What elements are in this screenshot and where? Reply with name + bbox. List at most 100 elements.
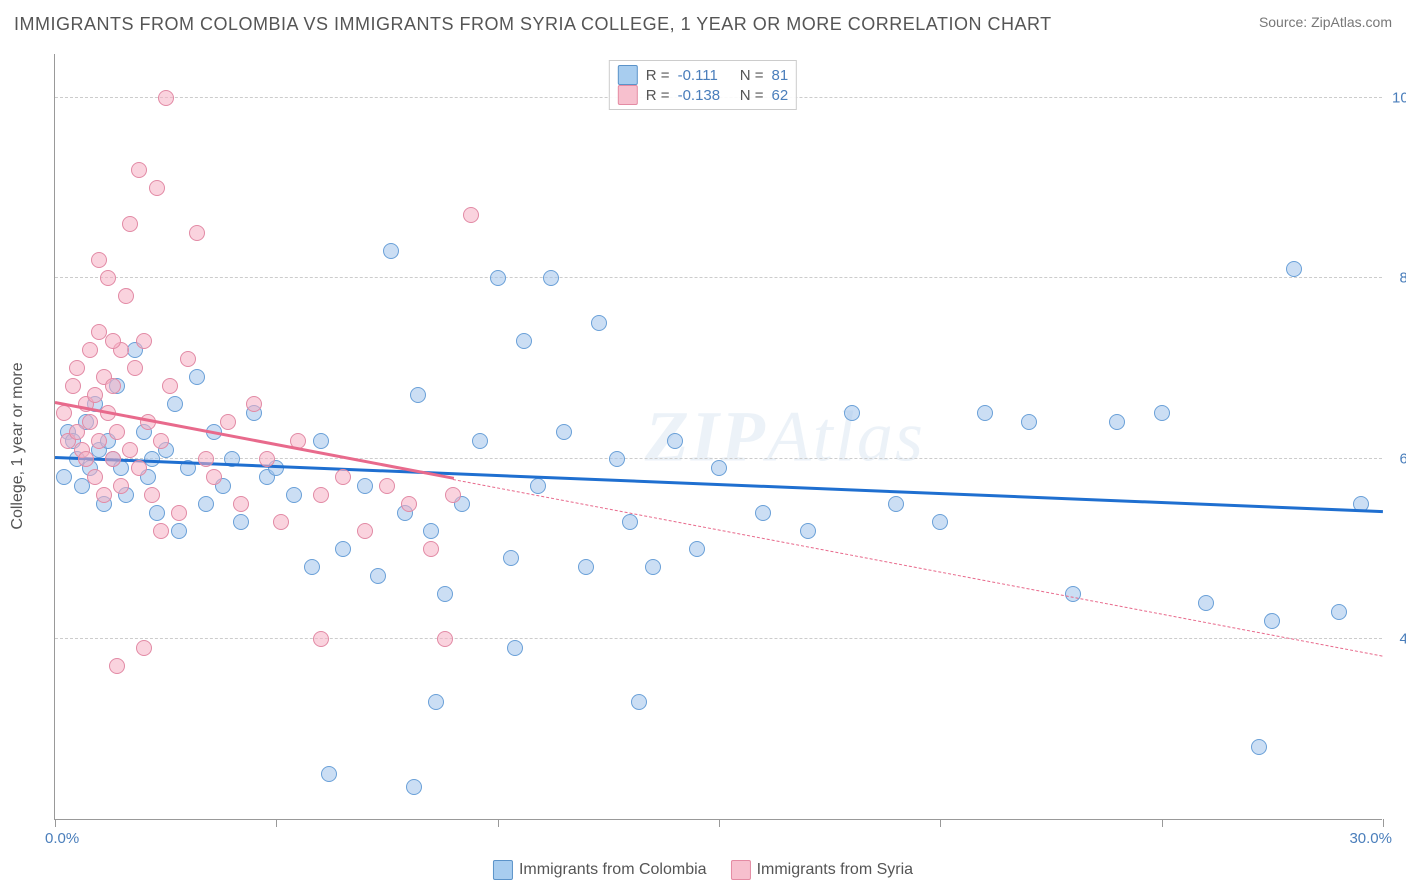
scatter-point (198, 496, 214, 512)
scatter-point (100, 270, 116, 286)
scatter-point (149, 505, 165, 521)
x-axis-min-label: 0.0% (45, 830, 79, 847)
scatter-point (1065, 586, 1081, 602)
scatter-point (357, 523, 373, 539)
scatter-point (578, 559, 594, 575)
x-tick (719, 819, 720, 827)
scatter-point (472, 433, 488, 449)
scatter-point (383, 243, 399, 259)
gridline (55, 277, 1382, 278)
scatter-point (131, 162, 147, 178)
scatter-point (335, 469, 351, 485)
x-tick (1162, 819, 1163, 827)
scatter-point (1109, 414, 1125, 430)
x-tick (55, 819, 56, 827)
scatter-point (153, 433, 169, 449)
scatter-point (591, 315, 607, 331)
scatter-point (56, 469, 72, 485)
scatter-point (118, 288, 134, 304)
scatter-point (463, 207, 479, 223)
scatter-point (105, 451, 121, 467)
scatter-point (1021, 414, 1037, 430)
scatter-point (82, 342, 98, 358)
scatter-point (689, 541, 705, 557)
scatter-point (321, 766, 337, 782)
scatter-point (91, 252, 107, 268)
legend-series-name: Immigrants from Colombia (519, 861, 707, 879)
legend-stats: R = -0.111 N = 81R = -0.138 N = 62 (609, 60, 797, 110)
legend-r-label: R = (646, 87, 670, 104)
scatter-point (631, 694, 647, 710)
scatter-point (91, 433, 107, 449)
scatter-point (122, 442, 138, 458)
scatter-point (530, 478, 546, 494)
scatter-point (1331, 604, 1347, 620)
x-axis-max-label: 30.0% (1349, 830, 1392, 847)
scatter-point (65, 378, 81, 394)
y-tick-label: 100.0% (1392, 90, 1406, 107)
legend-n-label: N = (736, 67, 764, 84)
scatter-point (286, 487, 302, 503)
scatter-point (144, 487, 160, 503)
scatter-point (233, 496, 249, 512)
scatter-point (189, 225, 205, 241)
legend-n-label: N = (736, 87, 764, 104)
scatter-point (153, 523, 169, 539)
scatter-point (507, 640, 523, 656)
scatter-point (180, 351, 196, 367)
scatter-point (313, 433, 329, 449)
scatter-point (711, 460, 727, 476)
scatter-point (113, 478, 129, 494)
scatter-point (131, 460, 147, 476)
x-tick (1383, 819, 1384, 827)
legend-item: Immigrants from Syria (731, 860, 913, 880)
scatter-point (313, 487, 329, 503)
scatter-point (556, 424, 572, 440)
watermark-prefix: ZIP (645, 396, 767, 476)
legend-item: Immigrants from Colombia (493, 860, 707, 880)
scatter-point (167, 396, 183, 412)
scatter-point (755, 505, 771, 521)
scatter-point (109, 658, 125, 674)
scatter-point (78, 451, 94, 467)
scatter-point (171, 505, 187, 521)
scatter-point (144, 451, 160, 467)
scatter-point (1154, 405, 1170, 421)
y-axis-label: College, 1 year or more (9, 362, 27, 529)
scatter-point (543, 270, 559, 286)
scatter-point (87, 469, 103, 485)
scatter-point (56, 405, 72, 421)
scatter-point (410, 387, 426, 403)
scatter-point (445, 487, 461, 503)
source-label: Source: ZipAtlas.com (1259, 14, 1392, 30)
scatter-point (423, 523, 439, 539)
y-tick-label: 80.0% (1392, 270, 1406, 287)
watermark: ZIPAtlas (645, 395, 925, 478)
scatter-point (423, 541, 439, 557)
scatter-point (888, 496, 904, 512)
gridline (55, 458, 1382, 459)
scatter-point (490, 270, 506, 286)
y-tick-label: 40.0% (1392, 630, 1406, 647)
legend-swatch (618, 65, 638, 85)
x-tick (940, 819, 941, 827)
legend-swatch (493, 860, 513, 880)
scatter-point (357, 478, 373, 494)
scatter-point (246, 396, 262, 412)
scatter-point (171, 523, 187, 539)
legend-r-value: -0.111 (678, 67, 728, 84)
plot-area: ZIPAtlas 0.0% 30.0% 40.0%60.0%80.0%100.0… (54, 54, 1382, 820)
scatter-point (437, 586, 453, 602)
scatter-point (406, 779, 422, 795)
scatter-point (609, 451, 625, 467)
legend-series-name: Immigrants from Syria (757, 861, 913, 879)
scatter-point (1264, 613, 1280, 629)
legend-bottom: Immigrants from Colombia Immigrants from … (493, 860, 913, 880)
scatter-point (198, 451, 214, 467)
legend-n-value: 62 (772, 87, 789, 104)
scatter-point (1198, 595, 1214, 611)
scatter-point (220, 414, 236, 430)
scatter-point (127, 360, 143, 376)
scatter-point (516, 333, 532, 349)
scatter-point (189, 369, 205, 385)
